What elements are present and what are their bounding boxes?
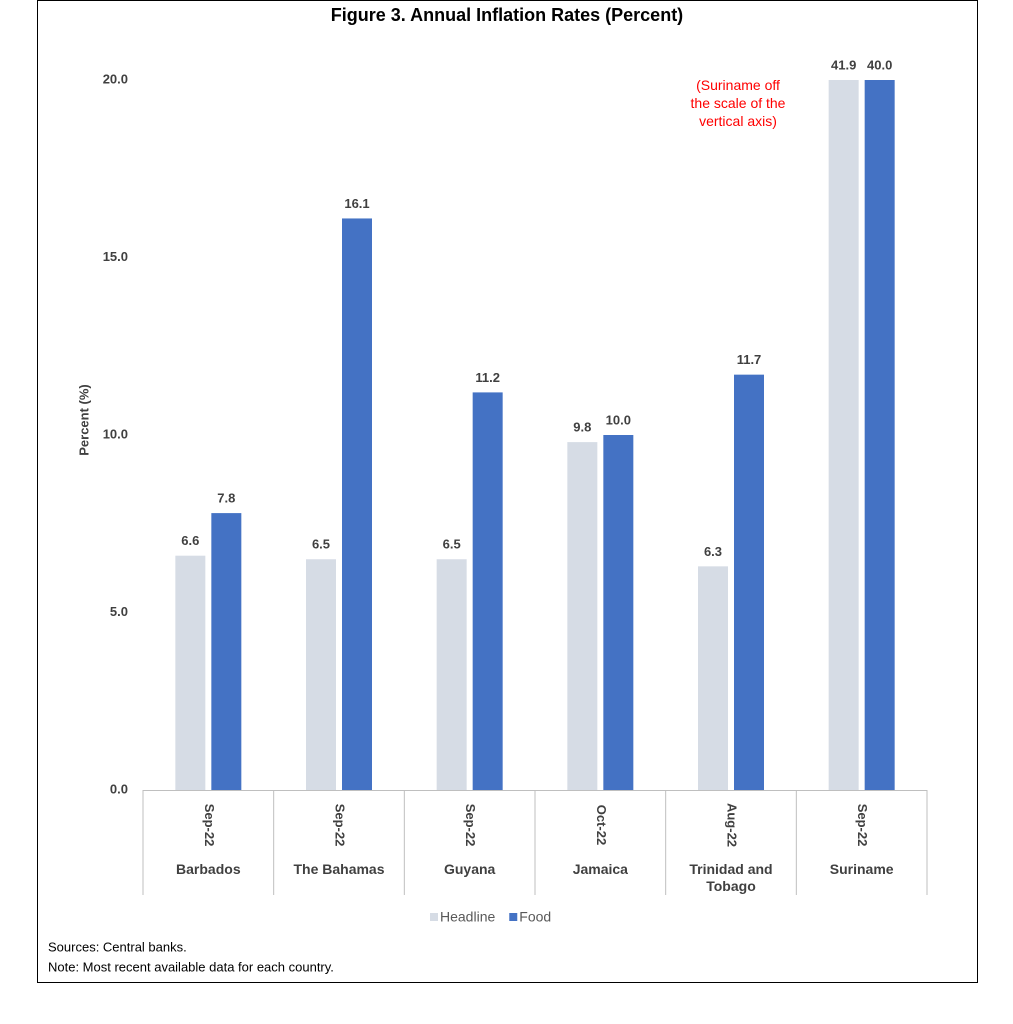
category-label: Guyana xyxy=(443,861,496,877)
period-label: Sep-22 xyxy=(202,804,217,847)
value-label: 6.5 xyxy=(443,537,461,552)
y-tick-label: 0.0 xyxy=(110,781,128,796)
bar xyxy=(698,566,728,790)
sources: Sources: Central banks. xyxy=(48,939,187,954)
category-label: Jamaica xyxy=(572,861,628,877)
y-tick-label: 10.0 xyxy=(103,426,128,441)
category-label: Suriname xyxy=(829,861,894,877)
bar xyxy=(828,80,859,790)
bar xyxy=(603,435,634,790)
legend-label: Food xyxy=(519,909,551,925)
legend-label: Headline xyxy=(440,909,495,925)
value-label: 41.9 xyxy=(831,57,856,72)
bar xyxy=(864,80,895,790)
period-label: Aug-22 xyxy=(725,803,740,847)
value-label: 6.3 xyxy=(704,544,722,559)
bar xyxy=(734,374,764,790)
value-label: 6.5 xyxy=(312,537,330,552)
y-axis-label: Percent (%) xyxy=(76,384,91,456)
period-label: Sep-22 xyxy=(463,804,478,847)
value-label: 10.0 xyxy=(606,412,631,427)
note: Note: Most recent available data for eac… xyxy=(48,959,334,974)
bar xyxy=(436,559,467,790)
value-label: 11.7 xyxy=(737,352,762,367)
legend-swatch xyxy=(509,913,518,921)
value-label: 6.6 xyxy=(181,533,199,548)
value-label: 9.8 xyxy=(573,420,591,435)
category-label: Barbados xyxy=(176,861,241,877)
plot-area xyxy=(175,80,895,790)
y-tick-label: 5.0 xyxy=(110,604,128,619)
value-label: 16.1 xyxy=(344,196,369,211)
period-label: Sep-22 xyxy=(333,804,348,847)
y-tick-label: 20.0 xyxy=(103,71,128,86)
period-label: Oct-22 xyxy=(594,805,609,845)
bar xyxy=(472,392,503,790)
category-label: Trinidad and Tobago xyxy=(689,861,773,894)
bar xyxy=(567,442,598,790)
frame xyxy=(37,0,978,983)
value-label: 7.8 xyxy=(217,491,235,506)
chart-title: Figure 3. Annual Inflation Rates (Percen… xyxy=(331,5,683,25)
value-label: 11.2 xyxy=(475,370,500,385)
bar xyxy=(175,555,206,790)
y-tick-label: 15.0 xyxy=(103,249,128,264)
bar xyxy=(211,513,242,790)
period-label: Sep-22 xyxy=(855,804,870,847)
category-label: The Bahamas xyxy=(293,861,385,877)
legend-swatch xyxy=(430,913,438,921)
annotation: (Suriname off the scale of the vertical … xyxy=(690,77,786,129)
bar xyxy=(306,559,336,790)
bar xyxy=(342,218,372,790)
value-label: 40.0 xyxy=(867,57,892,72)
